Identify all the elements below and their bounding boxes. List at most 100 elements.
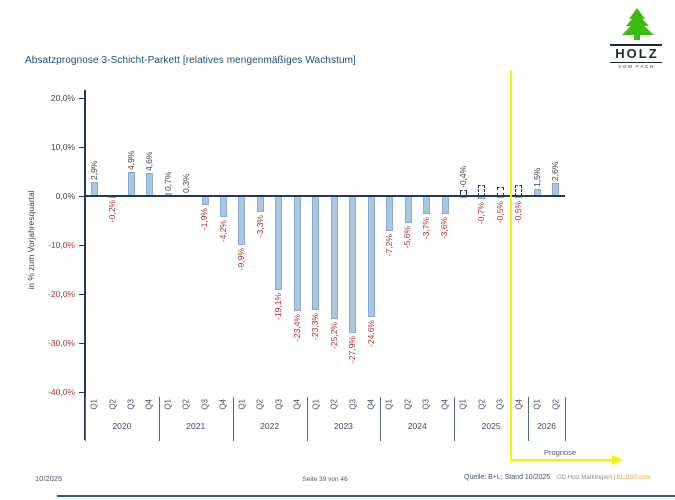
bar-value-label-text: -5,6% xyxy=(402,226,413,249)
quarter-label-text: Q3 xyxy=(495,399,505,410)
y-tick-mark xyxy=(79,343,85,344)
bar-value-label-text: -3,6% xyxy=(439,216,450,239)
bar-value-label-text: -3,7% xyxy=(421,217,432,240)
quarter-label-text: Q1 xyxy=(532,399,542,410)
quarter-label-text: Q3 xyxy=(274,399,284,410)
footer-page-number: Seite 39 von 46 xyxy=(302,476,348,483)
y-tick-label: 10,0% xyxy=(50,142,75,152)
bar-value-label-text: -0,5% xyxy=(494,201,505,224)
quarter-label-text: Q4 xyxy=(366,399,376,410)
year-separator xyxy=(158,397,160,441)
year-label: 2022 xyxy=(260,421,280,431)
bar-value-label-text: -24,6% xyxy=(365,319,376,347)
y-tick-label: -20,0% xyxy=(48,289,75,299)
year-separator xyxy=(565,397,566,441)
bar-value-label-text: -23,3% xyxy=(310,313,321,341)
bar-value-label-text: -4,2% xyxy=(217,219,228,242)
year-label: 2021 xyxy=(186,421,206,431)
bar-value-label-text: 4,9% xyxy=(125,150,136,170)
zero-line xyxy=(85,195,565,197)
bar xyxy=(127,171,135,196)
bar-value-label-text: 0,7% xyxy=(162,171,173,191)
bar xyxy=(386,196,394,232)
bar xyxy=(256,196,264,213)
quarter-label-text: Q2 xyxy=(182,399,192,410)
bar xyxy=(146,173,154,196)
quarter-label-text: Q1 xyxy=(89,399,99,410)
quarter-label-text: Q1 xyxy=(458,399,468,410)
footer-brand-text: GD Holz Marktreport | xyxy=(557,475,617,481)
holz-vom-fach-logo: HOLZ VOM FACH xyxy=(610,8,662,69)
quarter-label-text: Q3 xyxy=(422,399,432,410)
bar-value-label-text: -0,7% xyxy=(476,202,487,225)
forecast-arrow-line xyxy=(509,458,612,461)
y-tick-label: -40,0% xyxy=(48,387,75,397)
bar-value-label-text: 4,6% xyxy=(144,152,155,172)
bar xyxy=(238,196,246,245)
bar xyxy=(219,196,227,217)
bar-value-label-text: -3,3% xyxy=(254,215,265,238)
y-tick-mark xyxy=(79,392,85,393)
footer-source: Quelle: B+L; Stand 10/2025 xyxy=(464,474,551,481)
y-tick-mark xyxy=(79,294,85,295)
quarter-label-text: Q2 xyxy=(108,399,118,410)
quarter-label-text: Q2 xyxy=(329,399,339,410)
footer-brand: GD Holz Marktreport | BL2020.com xyxy=(557,475,651,481)
quarter-label-text: Q4 xyxy=(514,399,524,410)
year-separator xyxy=(454,397,456,441)
y-tick-mark xyxy=(79,196,85,197)
year-separator xyxy=(306,397,308,441)
quarter-label-text: Q4 xyxy=(218,399,228,410)
chart-title: Absatzprognose 3-Schicht-Parkett [relati… xyxy=(25,55,356,66)
bar xyxy=(201,196,209,206)
bar-value-label-text: -0,4% xyxy=(457,165,468,189)
year-separator xyxy=(380,397,382,441)
quarter-label-text: Q4 xyxy=(292,399,302,410)
y-tick-label: -30,0% xyxy=(48,338,75,348)
bar-value-label-text: -1,9% xyxy=(199,208,210,231)
quarter-label-text: Q2 xyxy=(477,399,487,410)
year-separator xyxy=(528,397,530,441)
quarter-label-text: Q2 xyxy=(255,399,265,410)
quarter-label-text: Q1 xyxy=(237,399,247,410)
y-axis-line xyxy=(84,90,86,440)
bar xyxy=(312,196,320,311)
year-separator xyxy=(232,397,234,441)
logo-subtitle: VOM FACH xyxy=(618,64,655,69)
y-tick-mark xyxy=(79,245,85,246)
bar xyxy=(349,196,357,333)
year-separator xyxy=(85,397,86,441)
logo-word: HOLZ xyxy=(610,44,662,63)
forecast-label: Prognose xyxy=(543,448,577,457)
quarter-label-text: Q2 xyxy=(551,399,561,410)
y-tick-label: 0,0% xyxy=(55,191,75,201)
bar xyxy=(367,196,375,317)
year-label: 2025 xyxy=(481,421,501,431)
quarter-label-text: Q1 xyxy=(163,399,173,410)
bar xyxy=(441,196,449,214)
year-label: 2024 xyxy=(407,421,427,431)
quarter-label-text: Q2 xyxy=(403,399,413,410)
quarter-label-text: Q3 xyxy=(126,399,136,410)
y-tick-label: 20,0% xyxy=(50,93,75,103)
bar-value-label-text: -23,4% xyxy=(291,313,302,341)
bar xyxy=(404,196,412,224)
bar-value-label-text: 2,9% xyxy=(88,160,99,180)
bar-value-label-text: 1,5% xyxy=(531,167,542,187)
year-label: 2026 xyxy=(537,421,556,431)
year-label: 2023 xyxy=(333,421,353,431)
footer-brand-link[interactable]: BL2020.com xyxy=(616,475,651,481)
footer-date: 10/2025 xyxy=(35,474,63,483)
bar xyxy=(330,196,338,320)
quarter-label-text: Q4 xyxy=(145,399,155,410)
bar xyxy=(90,181,98,196)
bar-value-label-text: 2,6% xyxy=(550,161,561,182)
y-tick-mark xyxy=(79,147,85,148)
bar-value-label-text: -0,5% xyxy=(513,201,524,224)
fir-tree-icon xyxy=(622,8,654,40)
quarter-label-text: Q3 xyxy=(348,399,358,410)
bar xyxy=(275,196,283,290)
bar-value-label-text: -19,1% xyxy=(273,292,284,320)
quarter-label-text: Q4 xyxy=(440,399,450,410)
